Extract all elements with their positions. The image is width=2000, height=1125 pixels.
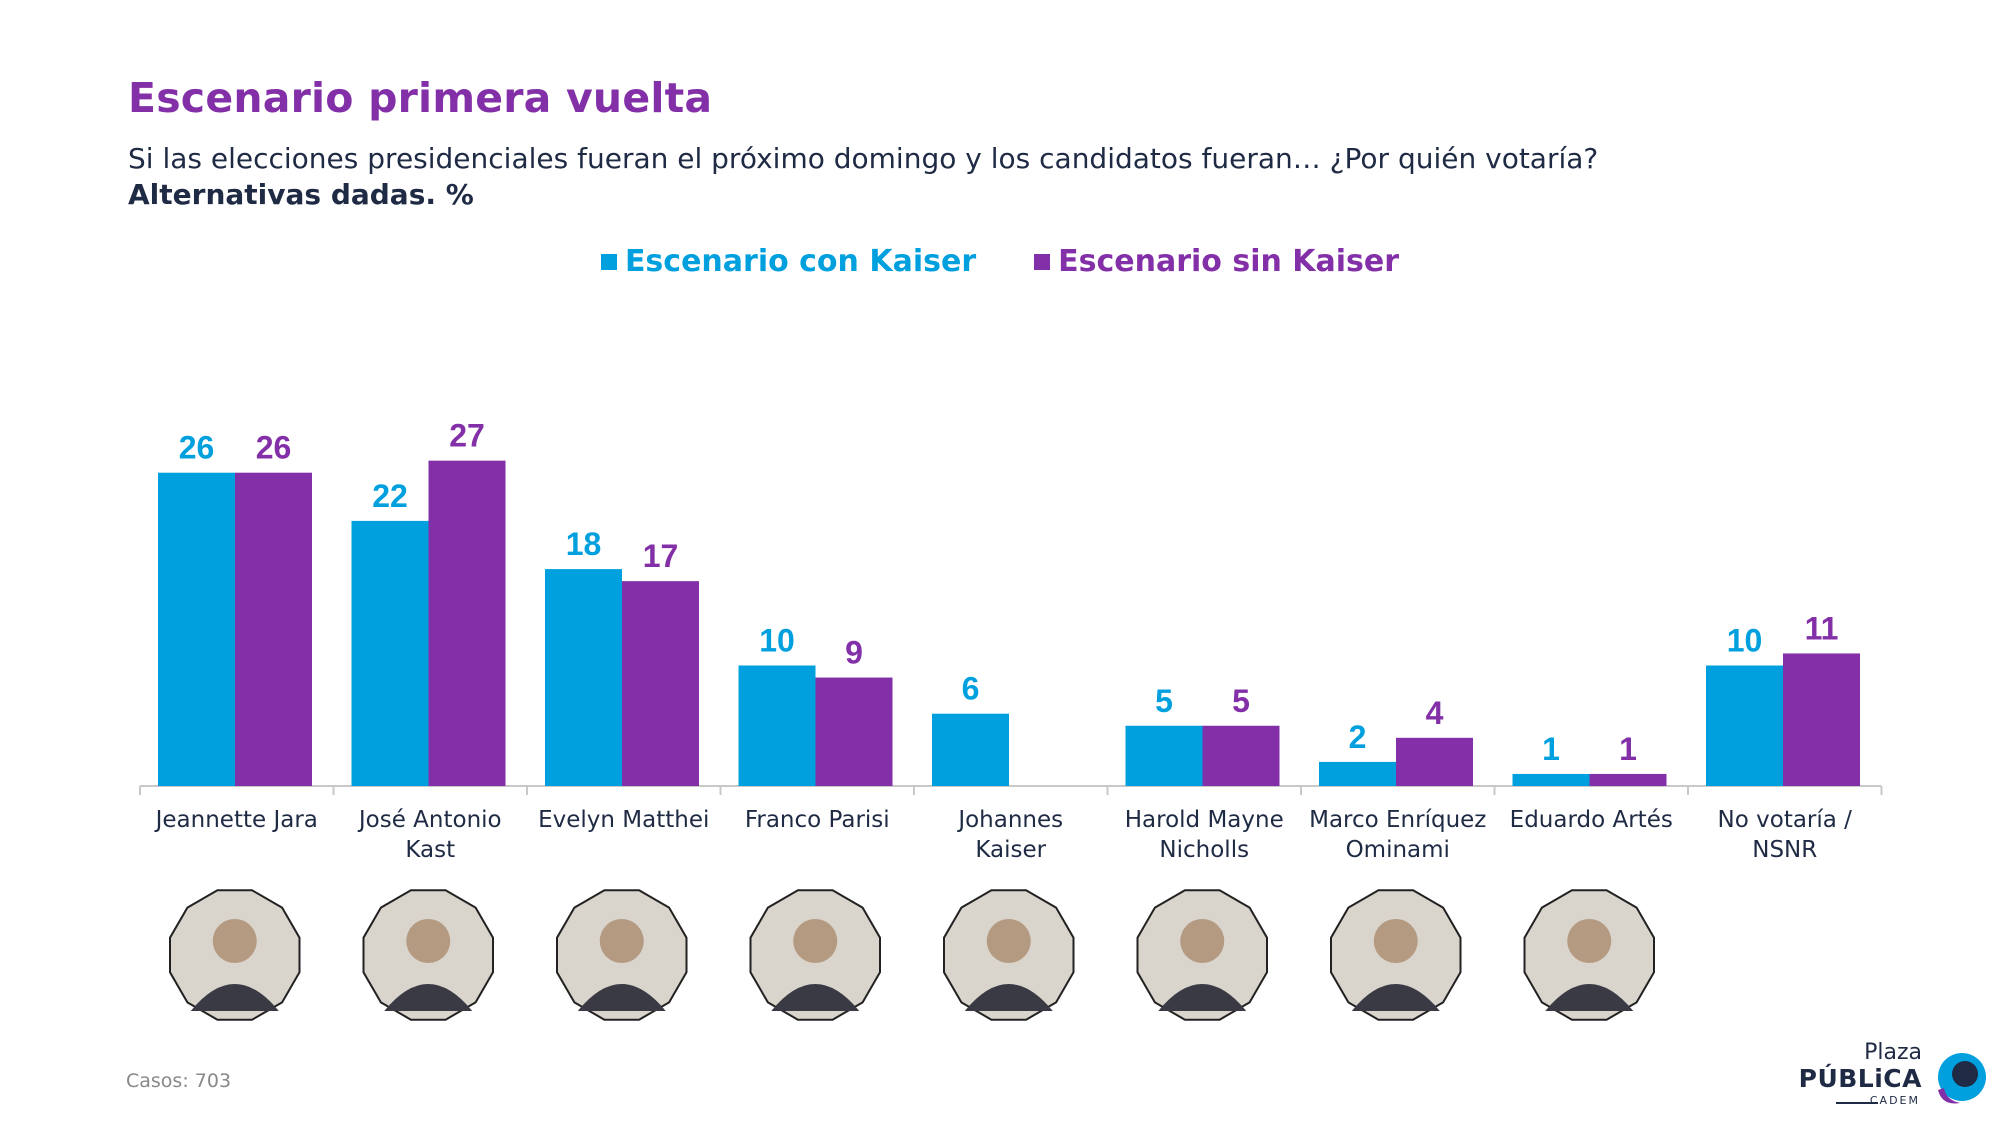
data-label: 26 — [179, 430, 215, 466]
chart-subtitle: Si las elecciones presidenciales fueran … — [128, 142, 1599, 175]
x-tick-label: Eduardo Artés — [1510, 807, 1673, 833]
data-label: 2 — [1349, 719, 1367, 755]
legend-item-con-kaiser: Escenario con Kaiser — [600, 244, 977, 279]
portrait-head — [212, 919, 257, 963]
portrait-head — [406, 919, 451, 963]
data-label: 6 — [962, 671, 980, 707]
x-tick-label: Evelyn Matthei — [538, 807, 709, 833]
x-tick-label-line: Ominami — [1346, 837, 1450, 863]
bar — [1319, 761, 1396, 786]
portrait-shoulders — [1545, 984, 1634, 1011]
logo-rule — [1836, 1102, 1878, 1104]
x-tick-label: Marco Enríquez Ominami — [1309, 807, 1486, 863]
data-label: 4 — [1426, 695, 1444, 731]
portrait-head — [1373, 919, 1418, 963]
legend-label-sin-kaiser: Escenario sin Kaiser — [1058, 244, 1400, 279]
x-tick-label-line: Evelyn Matthei — [538, 807, 709, 833]
bar — [738, 665, 816, 786]
portrait-shoulders — [1351, 984, 1440, 1011]
bar — [545, 569, 622, 786]
bar — [351, 520, 429, 786]
bar — [1706, 665, 1783, 786]
x-tick-label: Johannes Kaiser — [956, 807, 1063, 863]
data-label: 17 — [643, 538, 679, 574]
x-tick-label-line: Franco Parisi — [745, 807, 890, 833]
x-tick-label: Franco Parisi — [745, 807, 890, 833]
portrait-head — [1180, 919, 1225, 963]
bar — [1783, 653, 1860, 786]
bar — [1125, 725, 1203, 786]
portrait-shoulders — [964, 984, 1053, 1011]
data-label: 5 — [1232, 683, 1250, 719]
logo-mark-icon — [1938, 1053, 1986, 1104]
portrait-shoulders — [771, 984, 860, 1011]
logo-text-plaza: Plaza — [1864, 1040, 1922, 1065]
logo-text-publica: PÚBLiCA — [1798, 1064, 1922, 1093]
x-tick-label: José Antonio Kast — [357, 807, 502, 863]
bar — [1202, 725, 1280, 786]
bar — [158, 472, 235, 786]
legend-item-sin-kaiser: Escenario sin Kaiser — [1034, 244, 1399, 279]
chart-legend: Escenario con Kaiser Escenario sin Kaise… — [0, 244, 2000, 279]
x-tick-label: Jeannette Jara — [154, 807, 318, 833]
x-tick-label-line: Johannes — [956, 807, 1063, 833]
chart-title: Escenario primera vuelta — [128, 74, 713, 122]
x-tick-label-line: No votaría / — [1718, 807, 1853, 833]
data-label: 27 — [449, 418, 485, 454]
data-label: 9 — [845, 635, 863, 671]
portrait-shoulders — [1158, 984, 1247, 1011]
bar — [815, 677, 893, 786]
legend-label-con-kaiser: Escenario con Kaiser — [624, 244, 977, 279]
data-label: 1 — [1619, 731, 1637, 767]
bar — [622, 581, 699, 786]
portrait-shoulders — [577, 984, 666, 1011]
portrait-head — [986, 919, 1031, 963]
portrait-shoulders — [384, 984, 473, 1011]
portrait-head — [599, 919, 644, 963]
data-label: 11 — [1805, 610, 1839, 646]
x-tick-label: No votaría / NSNR — [1718, 807, 1853, 863]
cases-footnote: Casos: 703 — [126, 1070, 232, 1092]
data-label: 1 — [1542, 731, 1560, 767]
data-label: 10 — [759, 623, 795, 659]
x-tick-label-line: Marco Enríquez — [1309, 807, 1486, 833]
plaza-publica-logo: Plaza PÚBLiCA CADEM — [1798, 1040, 1990, 1112]
bar — [1512, 773, 1590, 786]
portrait-shoulders — [190, 984, 279, 1011]
data-label: 26 — [256, 430, 292, 466]
x-tick-label-line: Kaiser — [975, 837, 1046, 863]
bar — [1396, 737, 1473, 786]
bar — [235, 472, 312, 786]
data-label: 22 — [372, 478, 408, 514]
x-tick-label-line: José Antonio — [357, 807, 502, 833]
bar — [932, 713, 1009, 786]
bar — [1589, 773, 1667, 786]
x-tick-label-line: Jeannette Jara — [154, 807, 318, 833]
x-tick-label-line: Eduardo Artés — [1510, 807, 1673, 833]
data-label: 5 — [1155, 683, 1173, 719]
legend-swatch-sin-kaiser — [1034, 253, 1051, 270]
x-tick-label-line: Harold Mayne — [1125, 807, 1284, 833]
x-tick-label-line: Kast — [405, 837, 455, 863]
x-tick-label-line: NSNR — [1752, 837, 1817, 863]
bar — [428, 460, 506, 786]
chart-note: Alternativas dadas. % — [128, 178, 474, 211]
data-label: 10 — [1727, 623, 1763, 659]
logo-text-cadem: CADEM — [1869, 1094, 1920, 1107]
portrait-head — [1567, 919, 1612, 963]
x-tick-label: Harold Mayne Nicholls — [1125, 807, 1284, 863]
data-label: 18 — [566, 526, 602, 562]
x-tick-label-line: Nicholls — [1159, 837, 1249, 863]
portrait-head — [793, 919, 838, 963]
legend-swatch-con-kaiser — [600, 253, 617, 270]
